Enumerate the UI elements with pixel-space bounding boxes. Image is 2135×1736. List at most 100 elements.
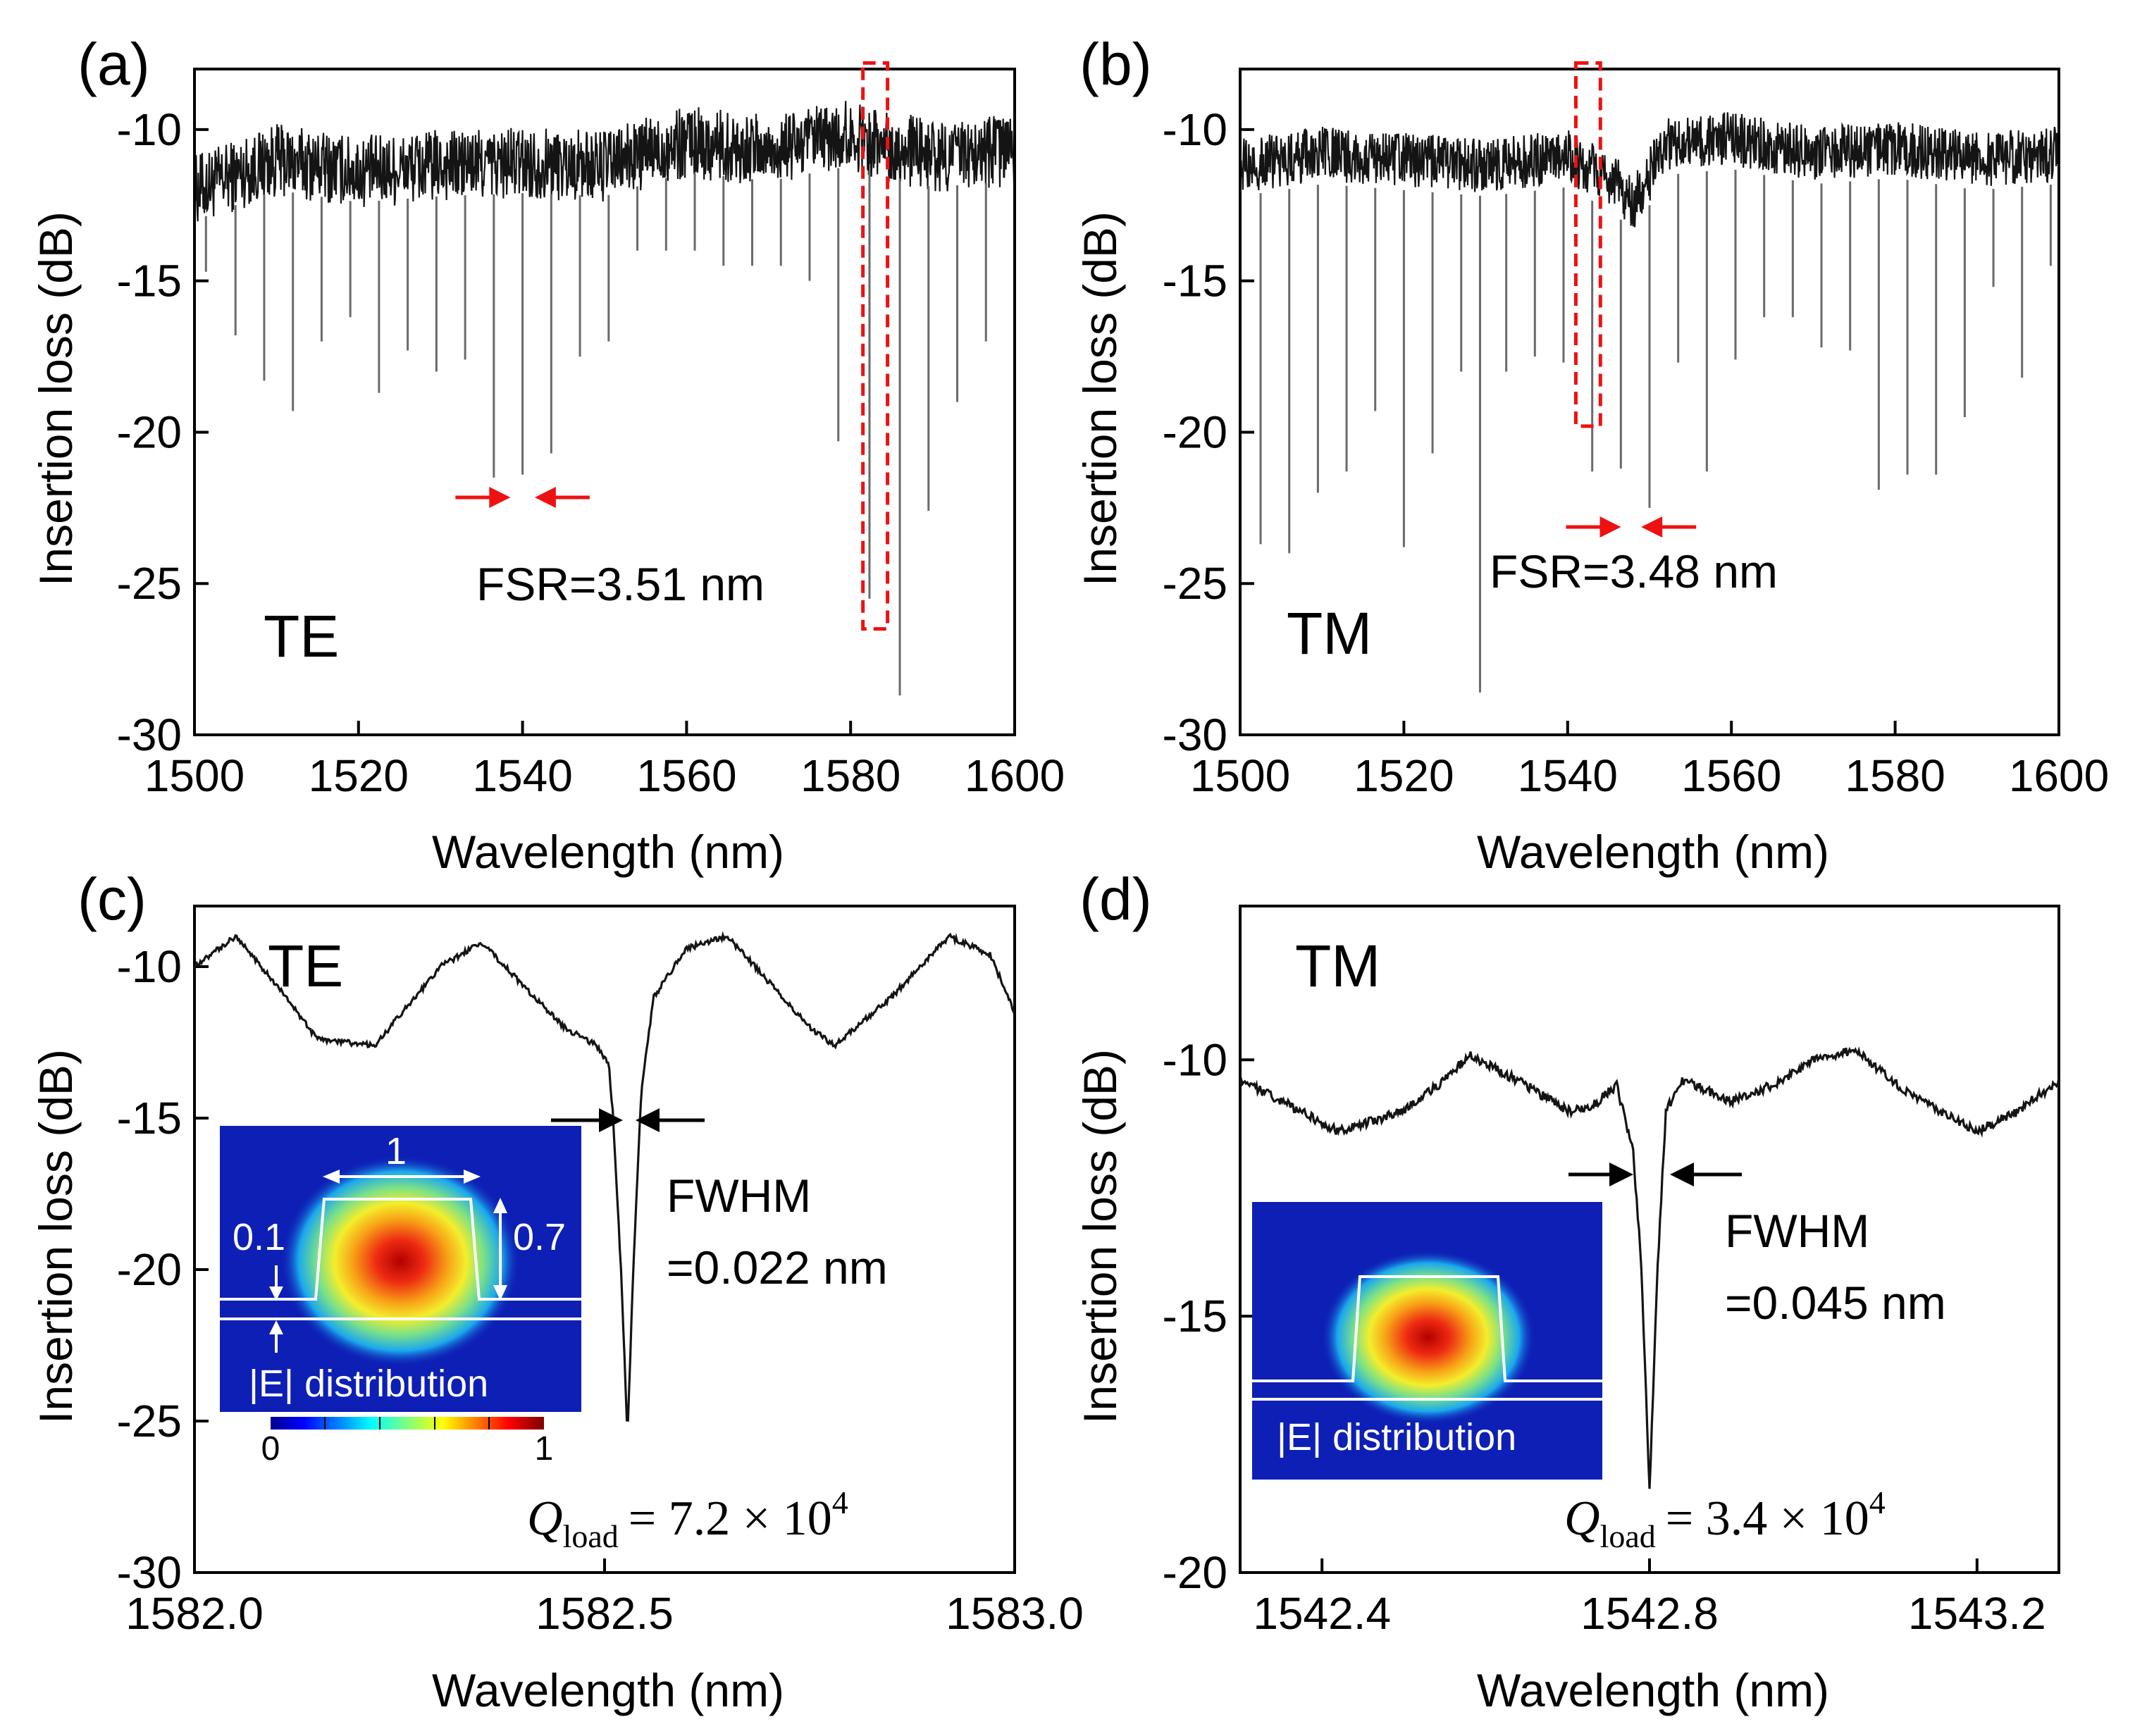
panel-c-height-label: 0.7 <box>513 1216 566 1258</box>
panel-c-q-subscript: load <box>563 1518 619 1554</box>
panel-c-width-label: 1 <box>385 1130 407 1172</box>
panel-d-fwhm-label: FWHM <box>1725 1205 1869 1257</box>
x-tick-label: 1542.8 <box>1580 1588 1719 1639</box>
x-tick-label: 1543.2 <box>1908 1588 2046 1639</box>
panel-d: (d) 1542.4 1542.8 1543.2 -20 -15 -10 TM FWHM … <box>1074 866 2060 1716</box>
panel-c-axes: 1582.0 1582.5 1583.0 -30 -25 -20 -15 -10 <box>117 905 1084 1639</box>
fwhm-arrowhead-left-c <box>599 1108 623 1132</box>
panel-c-height-arrowhead-bottom <box>493 1285 507 1301</box>
fwhm-arrowhead-right-d <box>1670 1162 1694 1186</box>
panel-a-plot: 1500 1520 1540 1560 1580 1600-30-25-20-15-10 … <box>117 61 1065 801</box>
y-tick-label: -25 <box>117 1396 182 1446</box>
fsr-arrowhead-left <box>489 487 511 508</box>
panel-d-mode-field <box>1321 1250 1535 1425</box>
panel-c-width-arrowhead-right <box>464 1170 481 1184</box>
panel-c-inset-caption: |E| distribution <box>249 1363 488 1405</box>
y-tick-label: -20 <box>1163 407 1228 457</box>
x-tick-label: 1540 <box>1518 750 1618 801</box>
x-tick-label: 1580 <box>1845 750 1945 801</box>
panel-c-q-symbol: Q <box>527 1492 563 1546</box>
y-tick-label: -15 <box>1163 256 1228 306</box>
panel-d-waveguide-outline <box>1252 1275 1602 1382</box>
panel-b-highlight-box <box>1573 61 1602 428</box>
x-tick-label: 1560 <box>1681 750 1781 801</box>
fsr-arrowhead-right <box>534 487 556 508</box>
fsr-arrowhead-right <box>1641 516 1663 538</box>
panel-b-fsr-label: FSR=3.48 nm <box>1490 545 1778 597</box>
x-tick-label: 1580 <box>800 750 901 801</box>
panel-c: (c) 1582.0 1582.5 1583.0 -30 -25 -20 -15 -10 TE… <box>30 866 1084 1716</box>
y-tick-label: -10 <box>117 941 182 992</box>
y-tick-label: -20 <box>117 1244 182 1295</box>
y-tick-label: -10 <box>117 104 182 155</box>
panel-b: (b) 1500 1520 1540 1560 1580 1600 -30 -25 -20 -15… <box>1074 31 2109 878</box>
y-tick-label: -15 <box>117 1093 182 1143</box>
panel-c-q-value: = 7.2 × 10 <box>629 1492 832 1546</box>
panel-c-q-factor: Qload = 7.2 × 104 <box>527 1484 848 1554</box>
panel-c-ylabel: Insertion loss (dB) <box>30 1049 82 1424</box>
y-tick-label: -30 <box>1163 709 1228 760</box>
panel-d-q-factor: Qload = 3.4 × 104 <box>1564 1484 1886 1554</box>
x-tick-label: 1600 <box>2009 750 2109 801</box>
panel-c-waveguide-outline <box>220 1198 581 1301</box>
panel-c-label: (c) <box>78 866 147 932</box>
x-tick-label: 1500 <box>144 750 245 801</box>
panel-b-axes: 1500 1520 1540 1560 1580 1600 -30 -25 -20 -15 -10 <box>1163 68 2109 801</box>
panel-c-fwhm-value: =0.022 nm <box>667 1241 888 1294</box>
panel-c-trace-line <box>193 931 1016 1422</box>
panel-c-fwhm-label: FWHM <box>667 1170 811 1222</box>
panel-a: (a) 1500 1520 1540 1560 1580 1600 -30 -25 -20 -15… <box>30 31 1065 878</box>
panel-d-ylabel: Insertion loss (dB) <box>1074 1049 1126 1424</box>
panel-c-xlabel: Wavelength (nm) <box>432 1664 784 1716</box>
panel-c-trace <box>193 931 1016 1422</box>
panel-d-label: (d) <box>1079 866 1152 932</box>
x-tick-label: 1542.4 <box>1253 1588 1391 1639</box>
x-tick-label: 1583.0 <box>946 1588 1084 1639</box>
panel-d-mode-label: TM <box>1295 933 1380 999</box>
x-tick-label: 1582.5 <box>536 1588 674 1639</box>
panel-c-slab-label: 0.1 <box>233 1216 285 1258</box>
panel-d-inset-caption: |E| distribution <box>1277 1416 1516 1458</box>
x-tick-label: 1540 <box>472 750 572 801</box>
panel-a-label: (a) <box>78 31 150 97</box>
y-tick-label: -20 <box>117 407 182 457</box>
panel-a-ylabel: Insertion loss (dB) <box>30 211 82 586</box>
panel-b-fsr-arrows <box>1566 516 1697 538</box>
panel-c-colorbar-max: 1 <box>535 1430 554 1468</box>
x-tick-label: 1520 <box>1354 750 1454 801</box>
panel-d-plot: 1542.4 1542.8 1543.2 -20 -15 -10 TM FWHM =0.0… <box>1163 905 2060 1639</box>
panel-d-q-exponent: 4 <box>1869 1484 1886 1520</box>
panel-b-spectrum <box>1239 112 2060 228</box>
panel-a-spectrum <box>193 101 1016 226</box>
panel-d-axes: 1542.4 1542.8 1543.2 -20 -15 -10 <box>1163 905 2060 1639</box>
x-tick-label: 1582.0 <box>125 1588 264 1639</box>
panel-b-xlabel: Wavelength (nm) <box>1477 826 1829 878</box>
panel-b-ylabel: Insertion loss (dB) <box>1074 211 1126 586</box>
panel-a-trace <box>193 101 1016 696</box>
panel-c-colorbar-gradient <box>271 1417 544 1430</box>
panel-a-fsr-arrows <box>455 487 590 508</box>
panel-a-mode-label: TE <box>264 603 339 669</box>
panel-d-fwhm-arrows <box>1568 1162 1742 1186</box>
panel-d-trace <box>1239 1046 2060 1489</box>
fwhm-arrowhead-right-c <box>636 1108 660 1132</box>
panel-b-label: (b) <box>1079 31 1152 97</box>
x-tick-label: 1600 <box>965 750 1065 801</box>
panel-c-width-arrowhead-left <box>323 1170 340 1184</box>
panel-c-slab-arrowhead-bottom <box>269 1320 283 1334</box>
panel-d-fwhm-value: =0.045 nm <box>1725 1277 1946 1329</box>
x-tick-label: 1560 <box>636 750 736 801</box>
panel-d-trace-line <box>1239 1046 2060 1489</box>
panel-d-xlabel: Wavelength (nm) <box>1477 1664 1829 1716</box>
panel-d-q-value: = 3.4 × 10 <box>1666 1492 1869 1546</box>
x-tick-label: 1500 <box>1190 750 1290 801</box>
y-tick-label: -20 <box>1163 1547 1228 1598</box>
panel-b-frame <box>1239 68 2060 736</box>
y-tick-label: -30 <box>117 1547 182 1598</box>
x-tick-label: 1520 <box>309 750 409 801</box>
panel-d-q-subscript: load <box>1600 1518 1656 1554</box>
y-tick-label: -15 <box>1163 1291 1228 1341</box>
panel-c-colorbar: 0 1 <box>261 1417 554 1468</box>
y-tick-label: -25 <box>1163 558 1228 609</box>
